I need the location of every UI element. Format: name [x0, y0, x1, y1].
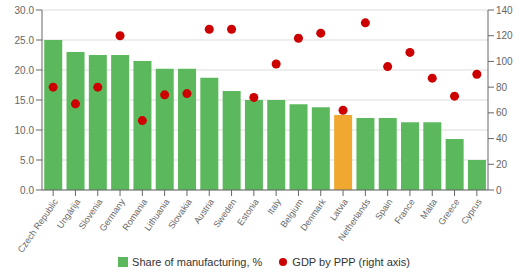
- svg-text:Ungárija: Ungárija: [54, 197, 83, 231]
- svg-text:0: 0: [496, 185, 502, 196]
- svg-text:Greece: Greece: [436, 197, 461, 227]
- svg-text:15.0: 15.0: [15, 95, 35, 106]
- svg-text:Latvia: Latvia: [328, 197, 350, 222]
- svg-text:Austria: Austria: [191, 197, 217, 226]
- svg-text:60: 60: [496, 107, 508, 118]
- svg-text:Italy: Italy: [265, 197, 283, 217]
- svg-text:0.0: 0.0: [20, 185, 34, 196]
- svg-text:5.0: 5.0: [20, 155, 34, 166]
- svg-text:Slovakia: Slovakia: [166, 197, 194, 231]
- svg-text:Lithuania: Lithuania: [142, 197, 171, 233]
- svg-text:25.0: 25.0: [15, 35, 35, 46]
- svg-text:Belgium: Belgium: [278, 197, 306, 230]
- svg-text:30.0: 30.0: [15, 5, 35, 16]
- svg-text:Germany: Germany: [97, 197, 127, 234]
- svg-text:Cyprus: Cyprus: [459, 197, 484, 226]
- svg-text:Slovenia: Slovenia: [76, 197, 105, 232]
- svg-text:Spain: Spain: [373, 197, 394, 222]
- svg-text:Malta: Malta: [418, 197, 439, 221]
- svg-text:120: 120: [496, 30, 513, 41]
- svg-text:Czech Republic: Czech Republic: [16, 197, 61, 255]
- svg-text:France: France: [393, 197, 417, 226]
- html-text:Share of manufacturing, %: Share of manufacturing, %: [132, 256, 263, 268]
- svg-text:Netherlands: Netherlands: [336, 197, 372, 243]
- svg-text:20: 20: [496, 159, 508, 170]
- html-text:GDP by PPP (right axis): GDP by PPP (right axis): [292, 256, 410, 268]
- svg-text:10.0: 10.0: [15, 125, 35, 136]
- svg-text:Denmark: Denmark: [298, 197, 327, 233]
- svg-text:140: 140: [496, 5, 513, 16]
- svg-text:20.0: 20.0: [15, 65, 35, 76]
- svg-text:100: 100: [496, 56, 513, 67]
- svg-text:Romania: Romania: [120, 197, 150, 233]
- svg-text:Estonia: Estonia: [235, 197, 260, 227]
- svg-text:40: 40: [496, 133, 508, 144]
- svg-text:Sweden: Sweden: [212, 197, 239, 229]
- svg-text:80: 80: [496, 82, 508, 93]
